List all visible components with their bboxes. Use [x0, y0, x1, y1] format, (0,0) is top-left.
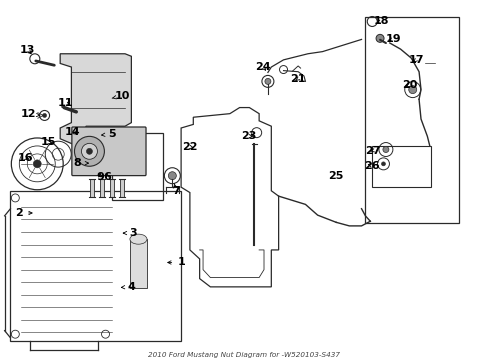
Text: 23: 23 — [240, 131, 256, 141]
Text: 16: 16 — [17, 153, 33, 163]
Text: 10: 10 — [112, 91, 130, 101]
Text: 25: 25 — [328, 171, 343, 181]
Text: 7: 7 — [172, 184, 180, 197]
Text: 2: 2 — [15, 208, 32, 218]
Text: 21: 21 — [290, 74, 305, 84]
Circle shape — [382, 147, 388, 153]
Circle shape — [81, 143, 97, 159]
Text: 5: 5 — [102, 129, 116, 139]
Text: 27: 27 — [365, 145, 380, 156]
Text: 6: 6 — [103, 172, 111, 182]
Text: 9: 9 — [96, 172, 104, 182]
Circle shape — [408, 86, 416, 94]
Text: 3: 3 — [123, 228, 137, 238]
Bar — [90, 179, 94, 197]
Circle shape — [381, 162, 385, 166]
Circle shape — [168, 172, 176, 180]
Text: 13: 13 — [20, 45, 35, 55]
Circle shape — [375, 34, 383, 42]
Text: 12: 12 — [20, 109, 40, 119]
Text: 15: 15 — [41, 138, 56, 147]
Ellipse shape — [130, 234, 147, 244]
Text: 24: 24 — [255, 62, 270, 72]
Text: 2010 Ford Mustang Nut Diagram for -W520103-S437: 2010 Ford Mustang Nut Diagram for -W5201… — [148, 352, 340, 358]
Bar — [112, 134, 163, 200]
Text: 26: 26 — [364, 161, 379, 171]
Text: 20: 20 — [401, 80, 416, 90]
Text: 1: 1 — [167, 257, 184, 267]
Circle shape — [264, 78, 270, 84]
Circle shape — [42, 113, 46, 117]
Text: 8: 8 — [74, 158, 88, 168]
Text: 18: 18 — [372, 17, 388, 27]
Text: 22: 22 — [182, 142, 197, 152]
Polygon shape — [60, 54, 131, 144]
Circle shape — [74, 136, 104, 166]
Bar — [130, 239, 147, 288]
Bar — [371, 146, 430, 187]
Text: 4: 4 — [121, 282, 135, 292]
Circle shape — [33, 160, 41, 168]
Text: 14: 14 — [65, 127, 81, 136]
Text: 17: 17 — [407, 55, 423, 65]
Text: 19: 19 — [385, 35, 400, 44]
Bar — [110, 179, 114, 197]
Bar — [120, 179, 123, 197]
FancyBboxPatch shape — [72, 127, 146, 176]
Circle shape — [86, 148, 92, 154]
Text: 11: 11 — [57, 98, 73, 108]
Bar — [100, 179, 104, 197]
